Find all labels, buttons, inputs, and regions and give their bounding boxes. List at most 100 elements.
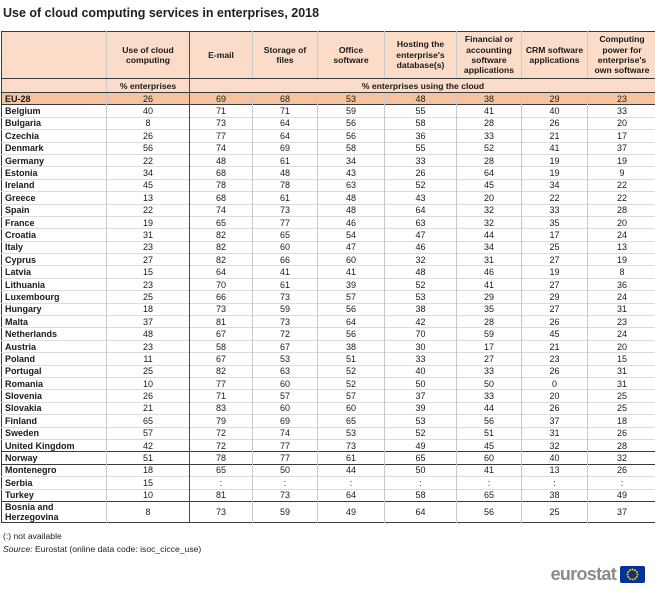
value-cell: 65 (107, 415, 190, 427)
value-cell: 72 (253, 328, 318, 340)
value-cell: 52 (318, 377, 385, 389)
header-crm: CRM software applications (522, 32, 588, 79)
value-cell: 63 (318, 179, 385, 191)
value-cell: 28 (457, 117, 522, 129)
country-cell: Greece (2, 192, 107, 204)
value-cell: 73 (253, 489, 318, 501)
value-cell: 25 (588, 402, 655, 414)
country-cell: Slovakia (2, 402, 107, 414)
value-cell: 15 (107, 477, 190, 489)
value-cell: 79 (190, 415, 253, 427)
value-cell: 82 (190, 229, 253, 241)
value-cell: 59 (253, 501, 318, 522)
value-cell: 63 (385, 216, 457, 228)
value-cell: 58 (385, 117, 457, 129)
value-cell: 23 (522, 353, 588, 365)
value-cell: 52 (318, 365, 385, 377)
value-cell: 10 (107, 489, 190, 501)
value-cell: 73 (253, 204, 318, 216)
country-cell: Denmark (2, 142, 107, 154)
value-cell: 33 (457, 390, 522, 402)
value-cell: 61 (253, 192, 318, 204)
country-cell: EU-28 (2, 93, 107, 105)
value-cell: 50 (457, 377, 522, 389)
value-cell: 37 (385, 390, 457, 402)
value-cell: 70 (190, 278, 253, 290)
country-cell: Spain (2, 204, 107, 216)
value-cell: 24 (588, 229, 655, 241)
value-cell: 26 (522, 402, 588, 414)
header-country (2, 32, 107, 79)
country-cell: Estonia (2, 167, 107, 179)
value-cell: 28 (457, 154, 522, 166)
value-cell: 41 (318, 266, 385, 278)
value-cell: 38 (318, 340, 385, 352)
value-cell: 71 (190, 105, 253, 117)
value-cell: 77 (253, 452, 318, 464)
unit-row: % enterprises % enterprises using the cl… (2, 79, 655, 93)
value-cell: 13 (107, 192, 190, 204)
value-cell: 73 (190, 303, 253, 315)
eurostat-logo-text: eurostat (551, 565, 616, 583)
value-cell: 31 (522, 427, 588, 439)
value-cell: 72 (190, 439, 253, 451)
value-cell: 61 (318, 452, 385, 464)
value-cell: 26 (588, 464, 655, 476)
value-cell: 39 (385, 402, 457, 414)
value-cell: 25 (107, 291, 190, 303)
country-cell: Poland (2, 353, 107, 365)
value-cell: 65 (318, 415, 385, 427)
value-cell: 78 (190, 452, 253, 464)
value-cell: 34 (457, 241, 522, 253)
country-cell: Austria (2, 340, 107, 352)
value-cell: 25 (588, 390, 655, 402)
value-cell: 48 (253, 167, 318, 179)
value-cell: 55 (385, 142, 457, 154)
not-available-note: (:) not available (3, 530, 655, 543)
value-cell: 26 (107, 130, 190, 142)
country-cell: Lithuania (2, 278, 107, 290)
header-office: Office software (318, 32, 385, 79)
value-cell: 48 (318, 192, 385, 204)
value-cell: 74 (190, 204, 253, 216)
value-cell: 28 (588, 439, 655, 451)
value-cell: 8 (107, 501, 190, 522)
value-cell: 53 (318, 427, 385, 439)
value-cell: 29 (457, 291, 522, 303)
source-note: Source: Eurostat (online data code: isoc… (3, 543, 655, 556)
value-cell: 40 (522, 105, 588, 117)
value-cell: 67 (253, 340, 318, 352)
value-cell: 29 (522, 93, 588, 105)
value-cell: 21 (522, 130, 588, 142)
value-cell: 56 (457, 415, 522, 427)
value-cell: 60 (253, 377, 318, 389)
value-cell: 70 (385, 328, 457, 340)
value-cell: 69 (253, 142, 318, 154)
value-cell: 27 (457, 353, 522, 365)
page: Use of cloud computing services in enter… (0, 6, 655, 591)
value-cell: 74 (190, 142, 253, 154)
country-cell: Bosnia and Herzegovina (2, 501, 107, 522)
value-cell: 0 (522, 377, 588, 389)
value-cell: 51 (318, 353, 385, 365)
value-cell: 56 (107, 142, 190, 154)
value-cell: 66 (253, 254, 318, 266)
unit-enterprises: % enterprises (107, 79, 190, 93)
value-cell: 45 (522, 328, 588, 340)
value-cell: 46 (318, 216, 385, 228)
header-use-of-cloud: Use of cloud computing (107, 32, 190, 79)
value-cell: 25 (522, 241, 588, 253)
value-cell: 52 (457, 142, 522, 154)
value-cell: 59 (253, 303, 318, 315)
value-cell: 56 (318, 117, 385, 129)
